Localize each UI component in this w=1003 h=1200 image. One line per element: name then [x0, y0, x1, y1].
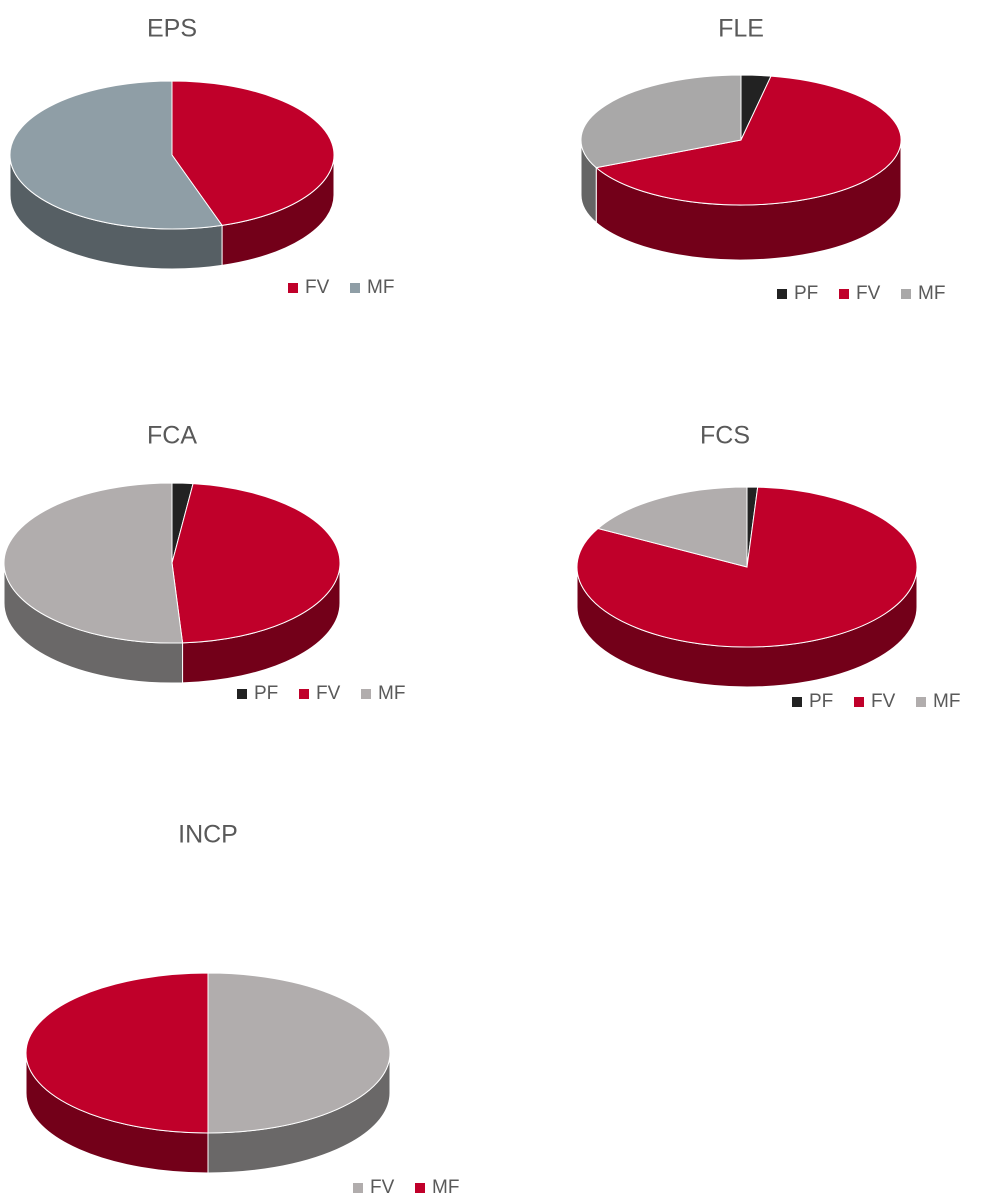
- legend-label: FV: [871, 691, 896, 712]
- legend-label: PF: [809, 691, 833, 712]
- legend-label: MF: [918, 283, 945, 304]
- pie-slice: [171, 80, 335, 226]
- legend-swatch: [299, 689, 309, 699]
- legend-swatch: [237, 689, 247, 699]
- legend-swatch: [415, 1183, 425, 1193]
- legend-label: FV: [316, 683, 341, 704]
- chart-title: INCP: [178, 821, 238, 849]
- legend-label: PF: [794, 283, 818, 304]
- pie-slice: [25, 972, 209, 1134]
- pie-slice: [580, 74, 742, 169]
- legend-label: FV: [305, 277, 330, 298]
- chart-title: EPS: [147, 15, 197, 43]
- chart-title: FCA: [147, 422, 197, 450]
- legend-swatch: [350, 283, 360, 293]
- legend-swatch: [792, 697, 802, 707]
- legend-label: MF: [378, 683, 405, 704]
- legend-label: FV: [370, 1177, 395, 1198]
- legend-swatch: [854, 697, 864, 707]
- legend-label: MF: [367, 277, 394, 298]
- legend-swatch: [361, 689, 371, 699]
- legend-swatch: [777, 289, 787, 299]
- pie-slice: [3, 482, 184, 644]
- legend-swatch: [901, 289, 911, 299]
- chart-title: FLE: [718, 15, 764, 43]
- legend-label: FV: [856, 283, 881, 304]
- pie-slice: [595, 75, 902, 206]
- legend-label: PF: [254, 683, 278, 704]
- chart-title: FCS: [700, 422, 750, 450]
- pie-slice: [9, 80, 223, 230]
- legend-swatch: [916, 697, 926, 707]
- legend-label: MF: [432, 1177, 459, 1198]
- legend-swatch: [839, 289, 849, 299]
- pie-slice: [207, 972, 391, 1134]
- legend-swatch: [353, 1183, 363, 1193]
- pie-slice: [596, 486, 748, 568]
- legend-swatch: [288, 283, 298, 293]
- legend-label: MF: [933, 691, 960, 712]
- pie-slice: [171, 483, 341, 644]
